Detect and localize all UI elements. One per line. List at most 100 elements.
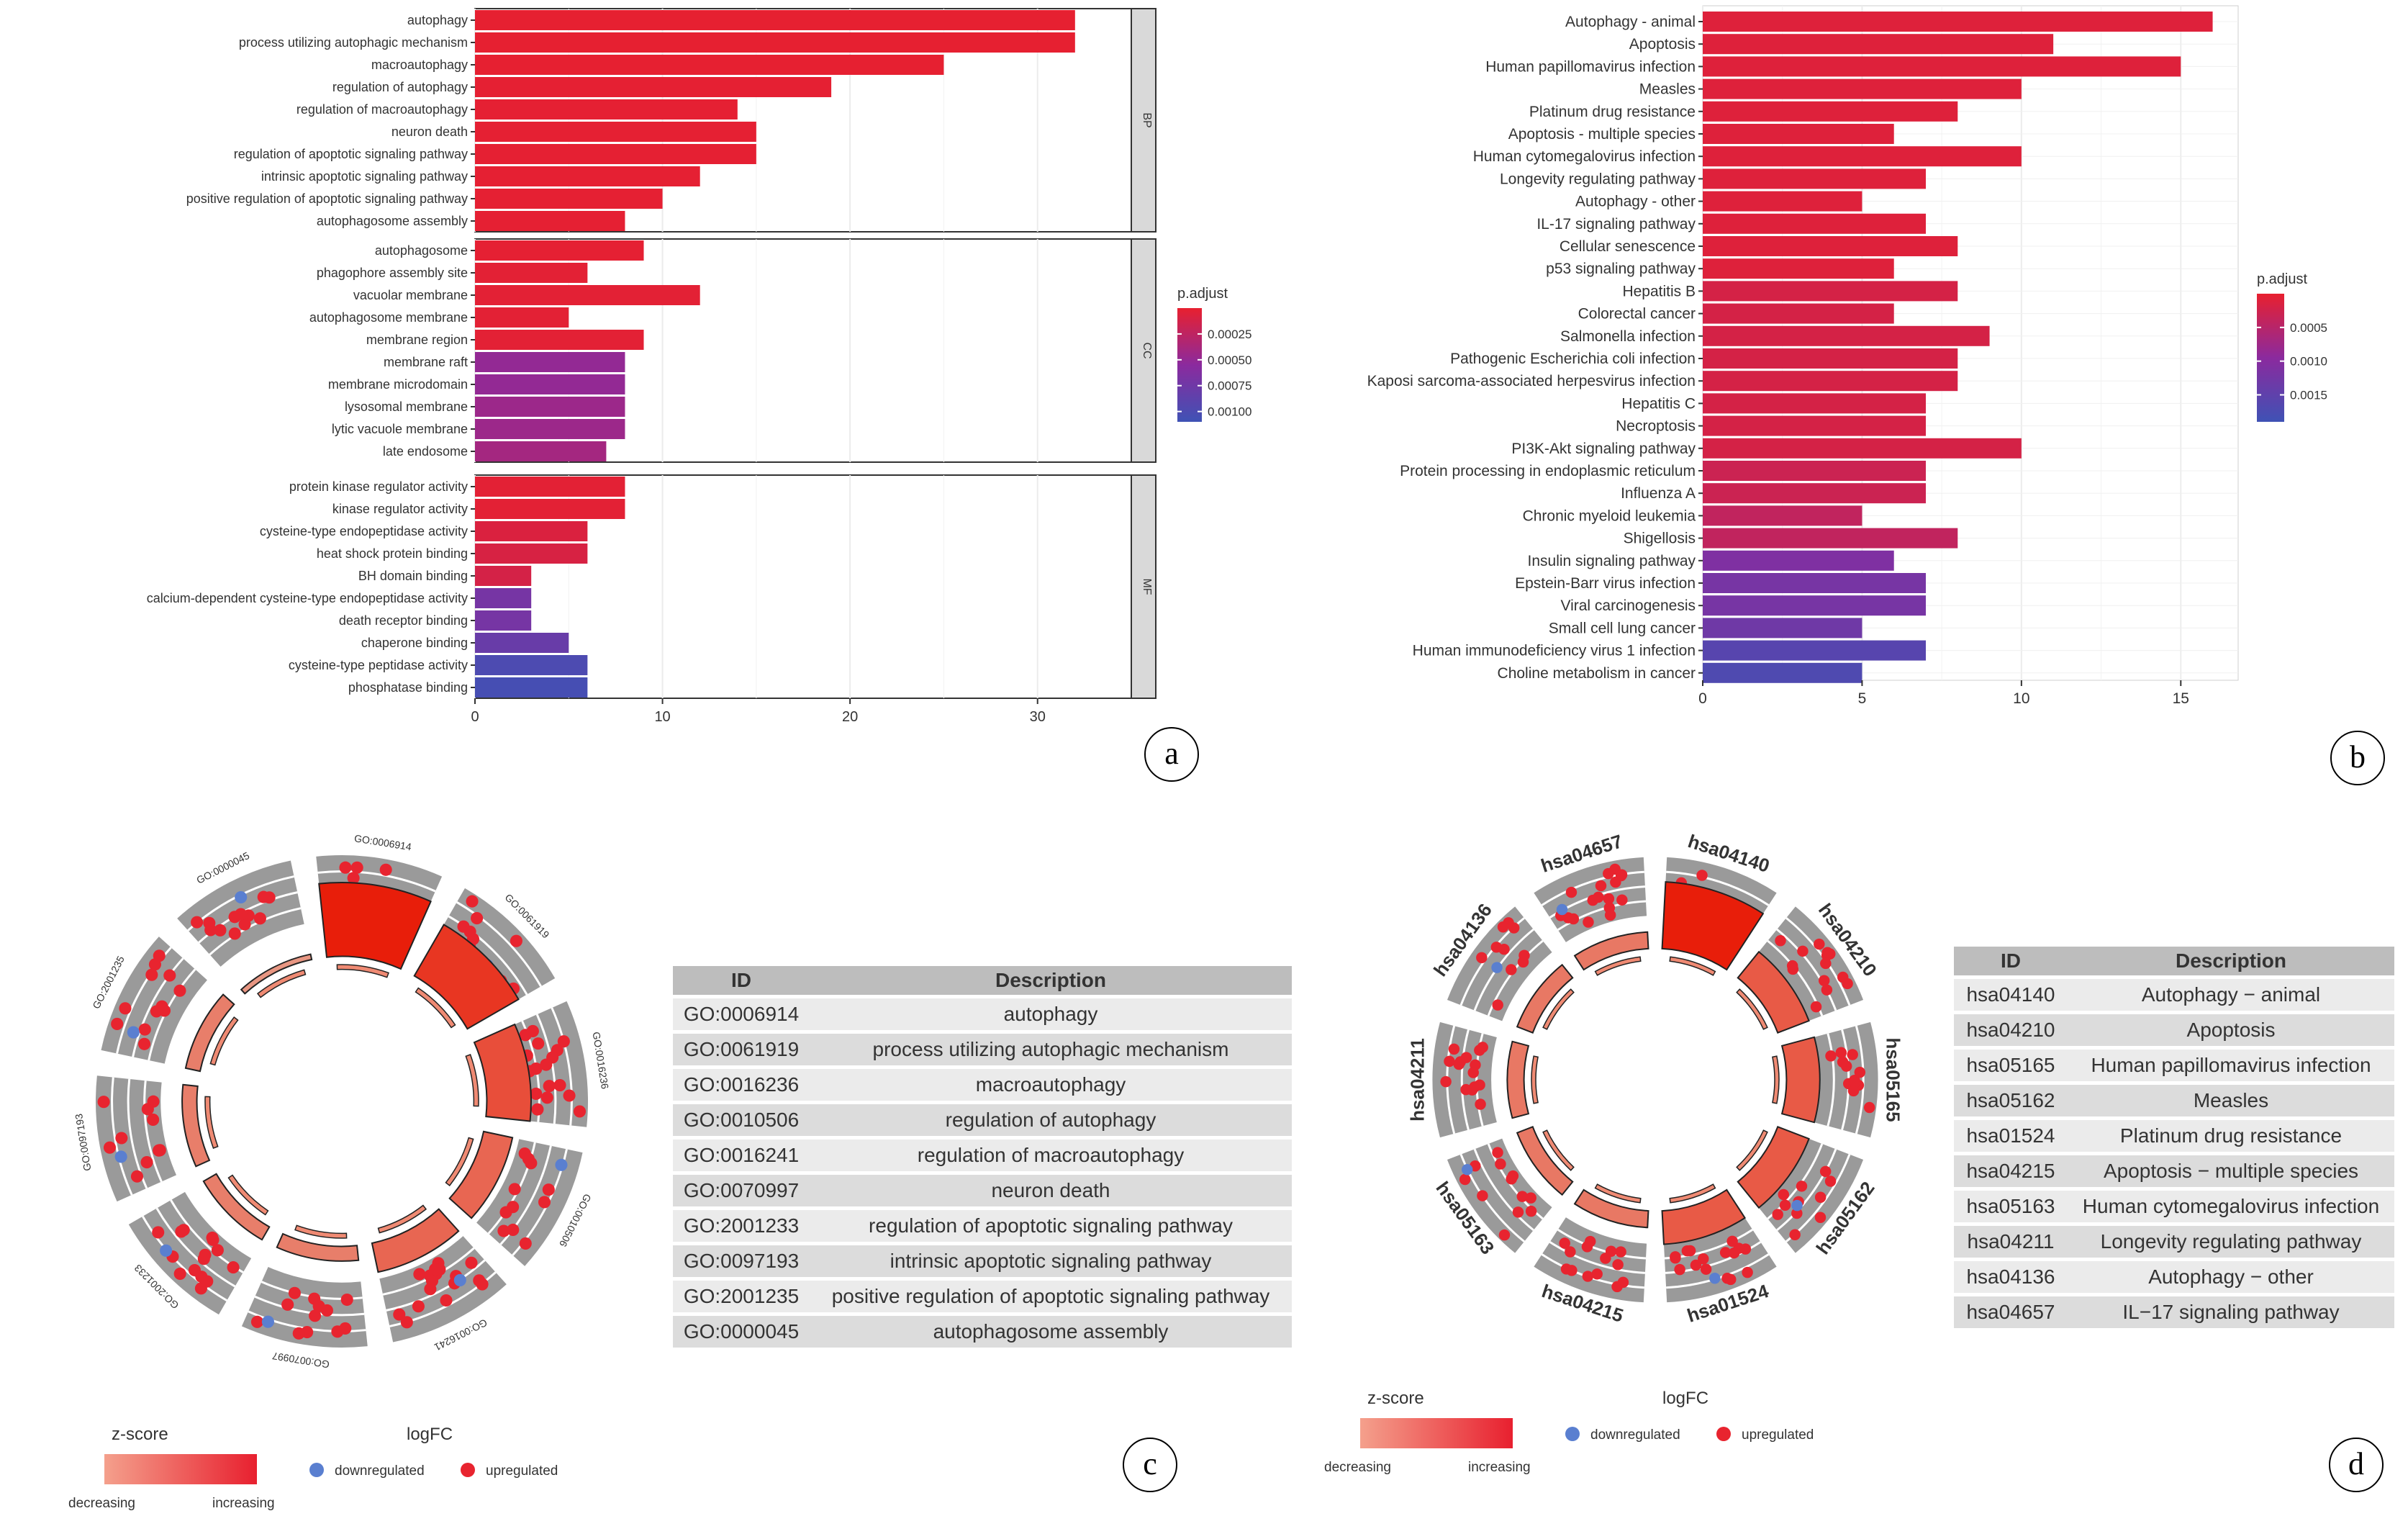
bar: [475, 610, 532, 631]
sector-gridline: [317, 870, 436, 893]
gene-dot-up: [1814, 1191, 1827, 1203]
table-header-description: Description: [2068, 947, 2394, 975]
zscore-bar: [1573, 931, 1649, 971]
logfc-legend-up-label: upregulated: [486, 1463, 558, 1479]
gene-dot-up: [1495, 1158, 1506, 1170]
panel-label-c: c: [1123, 1438, 1177, 1492]
zscore-bar: [318, 882, 432, 970]
table-cell-id: hsa04657: [1954, 1296, 2068, 1328]
bar: [475, 419, 625, 439]
gene-dot-up: [1789, 1229, 1801, 1241]
bar: [1703, 12, 2213, 32]
bar: [1703, 371, 1958, 392]
panel-label-b: b: [2330, 731, 2385, 785]
gene-dot-up: [1825, 1050, 1837, 1062]
bar: [1703, 528, 1958, 549]
gene-dot-up: [1696, 870, 1708, 881]
inner-arc: [445, 1137, 474, 1187]
category-label: macroautophagy: [371, 58, 468, 72]
gene-dot-down: [453, 1273, 466, 1287]
gene-dot-up: [1698, 1253, 1709, 1265]
table-cell-description: intrinsic apoptotic signaling pathway: [810, 1245, 1292, 1277]
gene-dot-up: [103, 1141, 117, 1154]
gene-dot-down: [127, 1026, 140, 1039]
gene-dot-up: [163, 969, 176, 982]
bar: [475, 441, 607, 461]
category-label: phosphatase binding: [348, 680, 468, 695]
zscore-bar: [1573, 1188, 1649, 1229]
zscore-legend-bar: [104, 1454, 257, 1484]
gene-dot-up: [153, 1144, 166, 1157]
gene-dot-up: [1854, 1066, 1866, 1078]
gene-dot-up: [393, 1308, 406, 1321]
gene-dot-up: [253, 912, 266, 925]
gene-dot-up: [1467, 1067, 1479, 1078]
category-label: Apoptosis - multiple species: [1508, 126, 1696, 143]
bar: [475, 655, 588, 675]
bar: [1703, 281, 1958, 302]
gene-dot-up: [1474, 1079, 1485, 1091]
gene-dot-down: [1556, 903, 1568, 916]
gene-dot-up: [153, 949, 166, 962]
sector-gridline: [1557, 900, 1647, 931]
table-row: GO:0016241 regulation of macroautophagy: [673, 1140, 1292, 1171]
bar: [475, 144, 756, 164]
sector-label: hsa04211: [1406, 1038, 1428, 1122]
category-label: p53 signaling pathway: [1546, 261, 1696, 277]
gene-dot-up: [538, 1196, 551, 1209]
gene-dot-up: [1460, 1083, 1472, 1096]
gene-dot-up: [1681, 1245, 1693, 1257]
gene-dot-up: [228, 927, 241, 940]
category-label: Apoptosis: [1629, 36, 1696, 53]
inner-arc: [336, 964, 389, 978]
sector-ring: [96, 1075, 177, 1202]
zscore-bar: [371, 1208, 460, 1273]
bar: [475, 374, 625, 394]
table-header-id: ID: [673, 966, 810, 995]
gene-dot-up: [542, 1183, 555, 1196]
x-tick-label: 0: [1698, 690, 1707, 707]
gene-dot-up: [522, 1152, 535, 1165]
logfc-legend-title: logFC: [407, 1425, 453, 1444]
category-label: Measles: [1639, 81, 1696, 98]
gene-dot-up: [1600, 1253, 1611, 1264]
category-label: membrane raft: [384, 355, 468, 369]
gene-dot-up: [211, 1244, 224, 1257]
gene-dot-up: [1565, 1246, 1576, 1258]
sector-gridline: [1549, 1241, 1646, 1274]
category-label: late endosome: [383, 444, 468, 459]
gene-dot-up: [1700, 1263, 1712, 1275]
table-cell-description: positive regulation of apoptotic signali…: [810, 1281, 1292, 1312]
x-tick-label: 10: [654, 709, 670, 725]
gene-dot-up: [1525, 1205, 1537, 1217]
gene-dot-up: [1559, 1237, 1570, 1249]
category-label: death receptor binding: [339, 613, 468, 628]
gene-dot-up: [173, 1267, 186, 1281]
table-cell-description: Platinum drug resistance: [2068, 1120, 2394, 1152]
bar: [475, 285, 700, 305]
table-cell-description: neuron death: [810, 1175, 1292, 1206]
inner-arc: [1542, 1129, 1575, 1171]
zscore-legend-title: z-score: [1367, 1389, 1424, 1408]
gene-dot-up: [201, 1275, 214, 1288]
gene-dot-up: [1444, 1055, 1455, 1068]
bar: [1703, 101, 1958, 122]
facet-strip: [1131, 238, 1157, 463]
gene-dot-down: [261, 1315, 274, 1328]
legend-tick-label: 0.0005: [2290, 321, 2327, 335]
gene-dot-up: [476, 1278, 489, 1291]
sector-gridline: [111, 1077, 133, 1196]
gene-dot-up: [1565, 886, 1578, 898]
sector-gridline: [1541, 870, 1644, 906]
table-row: GO:0061919 process utilizing autophagic m…: [673, 1034, 1292, 1065]
gene-dot-up: [1787, 963, 1799, 975]
x-tick-label: 15: [2173, 690, 2189, 707]
gene-dot-up: [1847, 1049, 1858, 1060]
table-row: GO:2001233 regulation of apoptotic signal…: [673, 1210, 1292, 1242]
category-label: Cellular senescence: [1560, 238, 1696, 255]
zscore-bar: [473, 1023, 532, 1122]
category-label: autophagosome membrane: [309, 310, 468, 325]
category-label: IL-17 signaling pathway: [1536, 216, 1696, 233]
zscore-bar: [181, 1083, 211, 1168]
gene-dot-up: [526, 1024, 539, 1038]
